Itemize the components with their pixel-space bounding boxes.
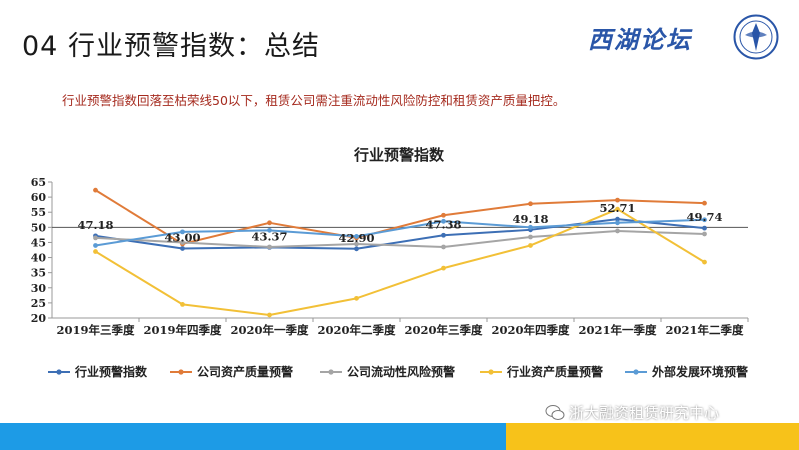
data-point <box>93 187 98 193</box>
series-line <box>95 218 705 250</box>
brand-logo-text: 西湖论坛 <box>588 25 692 54</box>
warning-index-chart: 行业预警指数 65 60 55 50 45 40 35 30 25 20 2019年三季度 2019年… <box>31 146 749 379</box>
data-point <box>441 244 446 250</box>
legend-marker <box>328 369 334 375</box>
data-point <box>180 246 185 251</box>
x-category-label: 2020年一季度 <box>230 323 309 337</box>
data-point <box>615 220 620 226</box>
series-line <box>94 208 706 316</box>
y-tick-label: 30 <box>31 282 47 295</box>
data-point <box>441 218 446 224</box>
series-3 <box>93 228 707 250</box>
data-point <box>267 227 272 233</box>
series-5 <box>93 217 707 248</box>
data-label: 43.37 <box>251 229 287 243</box>
data-point <box>615 197 620 203</box>
series-4 <box>93 206 707 318</box>
data-label: 49.18 <box>512 212 548 226</box>
legend-item: 外部发展环境预警 <box>625 364 748 379</box>
footer-yellow-bar <box>506 423 799 450</box>
legend-marker <box>488 369 494 375</box>
data-point <box>180 240 185 245</box>
data-point <box>615 216 620 222</box>
data-point <box>267 220 272 226</box>
data-label: 47.18 <box>77 218 113 232</box>
legend-item: 公司资产质量预警 <box>170 364 293 379</box>
university-emblem-icon <box>733 14 779 60</box>
data-point <box>702 225 707 231</box>
data-point <box>354 234 359 239</box>
x-category-label: 2021年二季度 <box>665 323 744 337</box>
y-tick-label: 25 <box>31 297 46 310</box>
data-point <box>441 212 446 218</box>
legend-marker <box>633 369 639 375</box>
y-tick-label: 55 <box>31 206 46 219</box>
x-category-label: 2020年四季度 <box>491 323 570 337</box>
legend-label: 外部发展环境预警 <box>652 364 748 379</box>
data-point <box>180 302 185 307</box>
y-tick-label: 65 <box>31 176 46 189</box>
legend-label: 公司流动性风险预警 <box>347 364 455 379</box>
data-point <box>702 231 707 237</box>
data-point <box>702 259 707 265</box>
data-point <box>441 265 446 271</box>
data-point <box>702 217 707 223</box>
data-point <box>93 235 98 241</box>
data-label: 43.00 <box>164 230 200 244</box>
legend-label: 行业预警指数 <box>74 364 148 379</box>
slide-title: 04 行业预警指数：总结 <box>22 31 320 62</box>
data-point <box>528 234 533 240</box>
y-tick-label: 50 <box>31 221 47 234</box>
data-label: 49.74 <box>686 210 722 224</box>
series-line <box>94 189 705 245</box>
legend-item: 行业预警指数 <box>48 364 148 379</box>
data-point <box>180 229 185 235</box>
legend-marker <box>178 369 184 375</box>
data-label: 42.90 <box>338 231 374 245</box>
data-point <box>267 244 272 250</box>
x-category-label: 2019年四季度 <box>143 323 222 337</box>
data-point <box>354 246 359 252</box>
data-point <box>93 249 98 254</box>
series-2 <box>93 187 707 247</box>
legend-label: 行业资产质量预警 <box>506 364 603 379</box>
legend-item: 公司流动性风险预警 <box>320 364 455 379</box>
x-category-label: 2020年二季度 <box>317 323 396 337</box>
x-category-label: 2020年三季度 <box>404 323 483 337</box>
y-tick-label: 40 <box>31 252 47 265</box>
series-line <box>95 218 705 247</box>
data-point <box>267 312 272 318</box>
legend-item: 行业资产质量预警 <box>480 364 603 379</box>
data-label: 52.71 <box>599 201 635 215</box>
data-point <box>441 232 446 238</box>
data-label: 47.38 <box>425 217 461 231</box>
y-tick-label: 20 <box>31 312 47 325</box>
data-point <box>528 224 533 230</box>
data-point <box>93 243 98 248</box>
x-category-label: 2019年三季度 <box>56 323 135 337</box>
footer-blue-bar <box>0 423 506 450</box>
watermark-text: 浙大融资租赁研究中心 <box>569 404 720 422</box>
legend-marker <box>56 369 62 375</box>
data-point <box>354 241 359 247</box>
data-point <box>354 295 359 301</box>
y-tick-label: 45 <box>31 236 46 249</box>
wechat-icon <box>545 404 565 420</box>
watermark: 浙大融资租赁研究中心 <box>545 402 719 423</box>
y-tick-label: 60 <box>31 191 47 204</box>
series-line <box>95 229 705 248</box>
data-point <box>615 206 620 212</box>
data-point <box>615 228 620 234</box>
data-point <box>702 200 707 206</box>
summary-text: 行业预警指数回落至枯荣线50以下，租赁公司需注重流动性风险防控和租赁资产质量把控… <box>62 93 566 108</box>
chart-title: 行业预警指数 <box>353 146 445 164</box>
data-point <box>528 243 533 248</box>
x-category-label: 2021年一季度 <box>578 323 657 337</box>
y-tick-label: 35 <box>31 267 46 280</box>
legend-label: 公司资产质量预警 <box>197 364 293 379</box>
data-point <box>528 201 533 207</box>
